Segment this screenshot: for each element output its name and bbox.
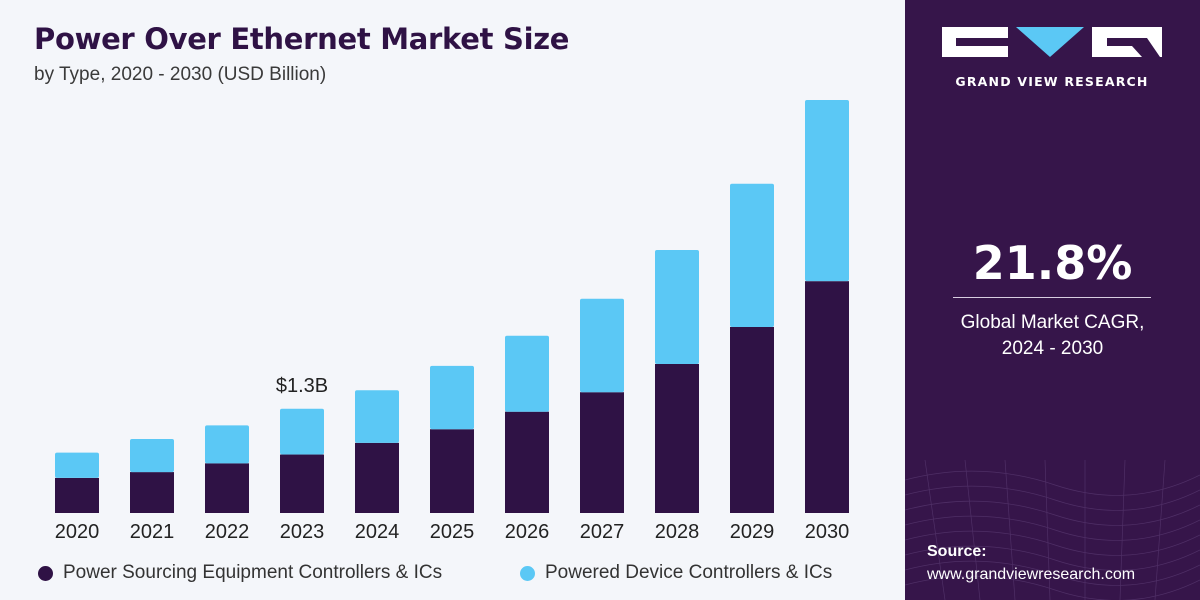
cagr-value: 21.8%	[972, 236, 1133, 290]
bar-pd-2030	[805, 100, 849, 282]
stacked-bar-chart: 2020 2021 2022 2023 2024 2025 2026 2027 2028 2029…	[55, 100, 850, 543]
x-tick-2020: 2020	[55, 521, 100, 543]
bar-pd-2024	[355, 390, 399, 443]
bar-pd-2026	[505, 335, 549, 412]
bar-pse-2028	[655, 363, 699, 513]
bar-pse-2020	[55, 477, 99, 513]
legend-item-pse: Power Sourcing Equipment Controllers & I…	[38, 562, 442, 584]
chart-subtitle: by Type, 2020 - 2030 (USD Billion)	[34, 64, 327, 85]
source-url: www.grandviewresearch.com	[927, 566, 1136, 583]
legend-swatch-pse	[38, 565, 53, 581]
bar-pd-2025	[430, 365, 474, 430]
data-label-2023: $1.3B	[276, 375, 328, 397]
x-tick-2024: 2024	[355, 521, 400, 543]
x-tick-2030: 2030	[805, 521, 850, 543]
legend-label-pd: Powered Device Controllers & ICs	[545, 562, 833, 583]
brand-panel: GRAND VIEW RESEARCH 21.8% Global Market …	[905, 0, 1200, 600]
cagr-label-line2: 2024 - 2030	[1001, 338, 1104, 359]
cagr-divider	[953, 297, 1151, 298]
bar-pse-2025	[430, 429, 474, 513]
bar-pd-2027	[580, 298, 624, 393]
bar-pd-2020	[55, 452, 99, 478]
x-tick-2023: 2023	[280, 521, 325, 543]
x-tick-2027: 2027	[580, 521, 625, 543]
x-tick-2022: 2022	[205, 521, 250, 543]
bar-pse-2021	[130, 472, 174, 513]
gvr-logo-icon	[942, 27, 1162, 57]
cagr-label-line1: Global Market CAGR,	[960, 312, 1145, 333]
bar-pse-2024	[355, 442, 399, 513]
x-tick-2025: 2025	[430, 521, 475, 543]
chart-title: Power Over Ethernet Market Size	[34, 22, 570, 56]
legend-item-pd: Powered Device Controllers & ICs	[520, 562, 832, 584]
legend-swatch-pd	[520, 565, 535, 581]
bar-pse-2023	[280, 454, 324, 513]
bar-pse-2030	[805, 281, 849, 513]
bar-pse-2026	[505, 411, 549, 513]
bar-pd-2022	[205, 425, 249, 464]
x-tick-2021: 2021	[130, 521, 175, 543]
cagr-label: Global Market CAGR, 2024 - 2030	[905, 310, 1200, 362]
brand-name: GRAND VIEW RESEARCH	[955, 74, 1149, 89]
bar-pse-2027	[580, 392, 624, 513]
bar-pd-2029	[730, 183, 774, 327]
bar-pd-2028	[655, 250, 699, 364]
bar-pse-2022	[205, 463, 249, 513]
x-tick-2028: 2028	[655, 521, 700, 543]
bar-pd-2023	[280, 408, 324, 455]
x-tick-2029: 2029	[730, 521, 775, 543]
legend-label-pse: Power Sourcing Equipment Controllers & I…	[63, 562, 443, 583]
wave-pattern-decoration	[905, 459, 1200, 600]
gvr-logo: GRAND VIEW RESEARCH	[942, 23, 1162, 89]
x-tick-2026: 2026	[505, 521, 550, 543]
bar-pd-2021	[130, 438, 174, 473]
source-label: Source:	[927, 543, 987, 560]
bar-pse-2029	[730, 326, 774, 513]
chart-panel: Power Over Ethernet Market Size by Type,…	[0, 0, 905, 600]
